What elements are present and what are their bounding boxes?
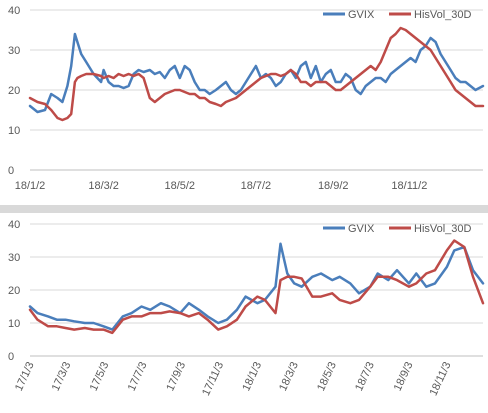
y-tick-label: 0 — [8, 351, 14, 363]
y-tick-label: 30 — [8, 252, 20, 264]
x-tick-label: 17/1/3 — [13, 360, 37, 393]
x-tick-label: 18/7/3 — [353, 360, 377, 393]
chart-top: 0 10 20 30 40 18/1/2 18/3/2 18/5/2 18/7/2 18/9/2 1… — [8, 5, 485, 192]
x-tick-label: 17/5/3 — [88, 360, 112, 393]
y-tick-label: 10 — [8, 125, 20, 137]
x-tick-label: 18/11/2 — [391, 180, 427, 192]
legend-label: GVIX — [348, 9, 375, 21]
x-tick-label: 18/5/2 — [164, 180, 195, 192]
panel-divider — [0, 205, 488, 213]
chart-panel-bottom: 0 10 20 30 40 17/1/3 17/3/3 17/5/3 17/7/3 17/9/3 1… — [0, 213, 488, 413]
legend-label: GVIX — [348, 223, 375, 235]
x-tick-label: 18/5/3 — [315, 360, 339, 393]
x-tick-label: 17/7/3 — [126, 360, 150, 393]
y-tick-label: 40 — [8, 5, 20, 17]
x-tick-label: 17/3/3 — [50, 360, 74, 393]
legend-label: HisVol_30D — [414, 9, 472, 21]
x-tick-label: 18/9/3 — [392, 360, 416, 393]
x-tick-label: 18/1/2 — [15, 180, 46, 192]
y-tick-label: 0 — [8, 165, 14, 177]
series-line-gvix — [28, 242, 485, 331]
x-tick-label: 17/9/3 — [164, 360, 188, 393]
x-tick-label: 18/7/2 — [241, 180, 272, 192]
chart-panel-top: 0 10 20 30 40 18/1/2 18/3/2 18/5/2 18/7/2 18/9/2 1… — [0, 0, 488, 205]
legend-label: HisVol_30D — [414, 223, 472, 235]
series-line-hisvol-30d — [28, 239, 485, 335]
y-tick-label: 10 — [8, 318, 20, 330]
x-tick-label: 18/11/3 — [428, 360, 454, 398]
y-tick-label: 20 — [8, 285, 20, 297]
x-tick-label: 18/3/3 — [277, 360, 301, 393]
x-tick-label: 18/9/2 — [318, 180, 349, 192]
series-line-gvix — [28, 32, 485, 114]
x-tick-label: 17/11/3 — [200, 360, 226, 398]
y-tick-label: 30 — [8, 45, 20, 57]
x-tick-label: 18/3/2 — [88, 180, 119, 192]
y-tick-label: 20 — [8, 85, 20, 97]
y-tick-label: 40 — [8, 219, 20, 231]
chart-bottom: 0 10 20 30 40 17/1/3 17/3/3 17/5/3 17/7/3 17/9/3 1… — [8, 219, 485, 398]
x-tick-label: 18/1/3 — [240, 360, 264, 393]
series-line-hisvol-30d — [28, 26, 485, 122]
